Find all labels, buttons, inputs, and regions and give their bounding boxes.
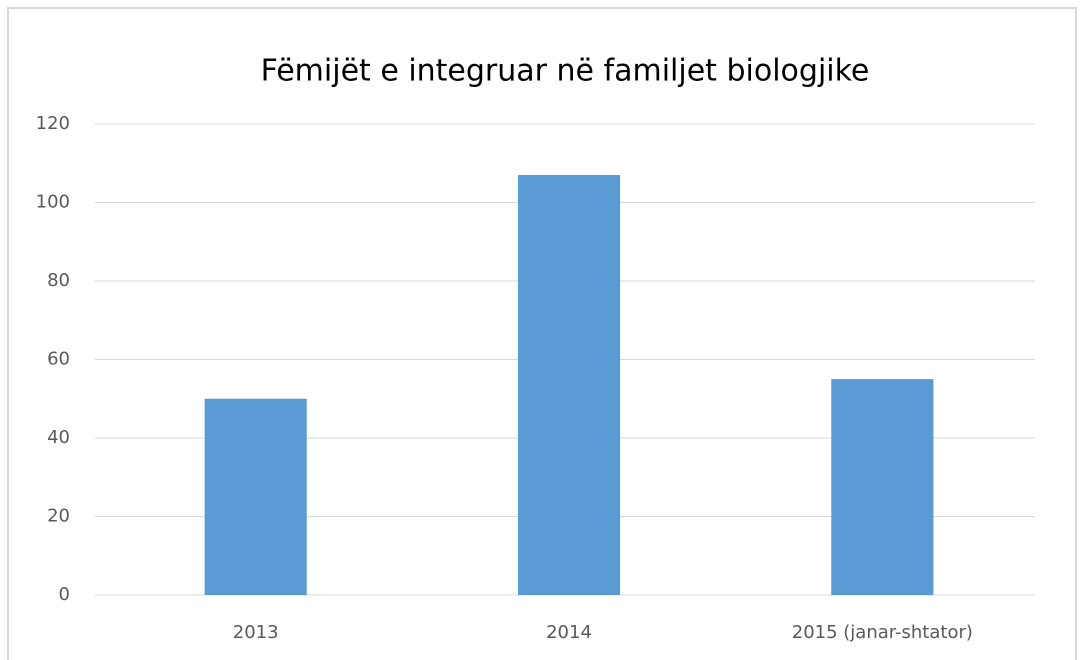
bar	[517, 175, 621, 595]
bar	[831, 379, 934, 595]
bar	[204, 398, 307, 595]
y-tick-label: 20	[47, 506, 70, 527]
x-tick-label: 2013	[233, 622, 279, 643]
y-tick-label: 120	[36, 113, 70, 134]
y-tick-label: 40	[47, 427, 70, 448]
y-tick-label: 60	[47, 349, 70, 370]
y-tick-label: 80	[47, 270, 70, 291]
x-tick-label: 2014	[546, 622, 592, 643]
y-tick-label: 100	[36, 192, 70, 213]
chart-title: Fëmijët e integruar në familjet biologji…	[261, 54, 870, 89]
x-tick-label: 2015 (janar-shtator)	[792, 622, 973, 643]
y-tick-label: 0	[59, 584, 70, 605]
